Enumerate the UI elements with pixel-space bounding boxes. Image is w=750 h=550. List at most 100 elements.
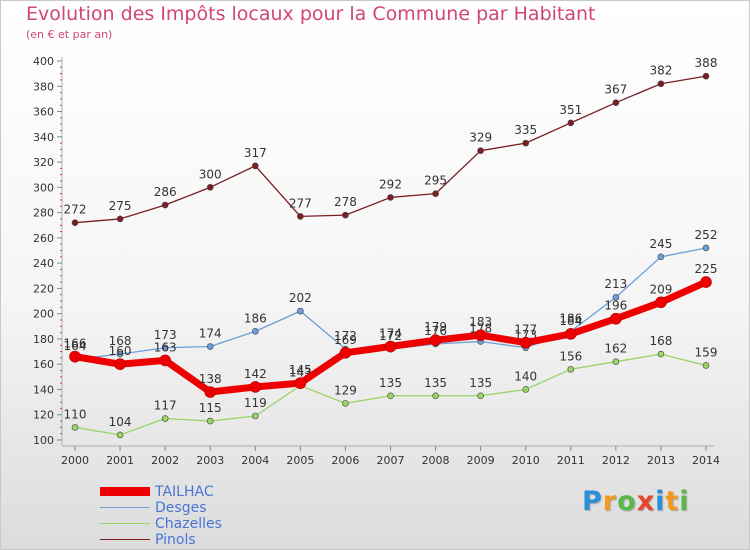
data-label-pinols: 286 bbox=[154, 185, 177, 199]
chart-subtitle: (en € et par an) bbox=[26, 28, 113, 41]
data-label-pinols: 277 bbox=[289, 196, 312, 210]
y-tick-label: 220 bbox=[33, 282, 54, 295]
data-point-tailhac bbox=[610, 312, 622, 325]
data-label-tailhac: 163 bbox=[154, 340, 177, 354]
data-point-pinols bbox=[342, 211, 349, 219]
y-tick-label: 340 bbox=[33, 131, 54, 144]
y-tick-label: 320 bbox=[33, 156, 54, 169]
y-tick-label: 300 bbox=[33, 181, 54, 194]
data-label-pinols: 300 bbox=[199, 167, 222, 181]
data-point-tailhac bbox=[519, 336, 532, 349]
data-label-chazelles: 115 bbox=[199, 401, 222, 415]
data-point-chazelles bbox=[612, 358, 620, 365]
data-point-chazelles bbox=[477, 392, 484, 400]
data-label-desges: 186 bbox=[559, 311, 582, 325]
data-label-desges: 172 bbox=[334, 329, 357, 343]
data-label-desges: 186 bbox=[244, 311, 267, 325]
data-label-chazelles: 159 bbox=[695, 345, 718, 359]
x-tick-label: 2001 bbox=[106, 454, 134, 467]
data-label-desges: 172 bbox=[379, 329, 402, 343]
data-point-pinols bbox=[612, 99, 620, 106]
chart-title: Evolution des Impôts locaux pour la Comm… bbox=[26, 3, 596, 25]
x-tick-label: 2003 bbox=[196, 454, 224, 467]
data-point-tailhac bbox=[204, 386, 217, 398]
data-label-desges: 176 bbox=[424, 324, 447, 338]
data-label-pinols: 295 bbox=[424, 174, 447, 188]
data-label-chazelles: 135 bbox=[379, 376, 402, 390]
data-label-chazelles: 168 bbox=[649, 334, 672, 348]
data-point-tailhac bbox=[159, 354, 171, 367]
data-point-chazelles bbox=[702, 362, 710, 369]
logo-letter: i bbox=[679, 486, 690, 517]
data-label-tailhac: 142 bbox=[244, 367, 267, 381]
x-tick-label: 2012 bbox=[602, 454, 630, 467]
proxiti-logo: Proxiti bbox=[582, 486, 690, 517]
logo-letter: o bbox=[617, 486, 637, 517]
y-tick-label: 120 bbox=[33, 409, 54, 422]
data-point-desges bbox=[161, 344, 169, 352]
data-label-tailhac: 179 bbox=[424, 320, 447, 334]
data-label-tailhac: 209 bbox=[649, 282, 672, 296]
x-tick-label: 2000 bbox=[61, 454, 89, 467]
chart-legend: TAILHAC Desges Chazelles Pinols bbox=[100, 484, 320, 548]
data-point-chazelles bbox=[116, 431, 124, 439]
y-tick-label: 240 bbox=[33, 257, 54, 270]
data-label-tailhac: 166 bbox=[64, 337, 87, 351]
data-label-chazelles: 119 bbox=[244, 396, 267, 410]
data-point-chazelles bbox=[161, 415, 169, 422]
data-label-pinols: 275 bbox=[109, 199, 132, 213]
data-label-pinols: 278 bbox=[334, 195, 357, 209]
legend-label: Chazelles bbox=[155, 516, 222, 532]
data-point-pinols bbox=[206, 184, 214, 191]
legend-label: Desges bbox=[155, 500, 207, 516]
y-tick-label: 140 bbox=[33, 383, 54, 396]
data-point-desges bbox=[702, 244, 710, 252]
logo-letter: t bbox=[665, 486, 680, 517]
data-point-tailhac bbox=[114, 358, 126, 371]
data-point-desges bbox=[297, 307, 304, 315]
data-point-pinols bbox=[702, 72, 710, 80]
data-label-chazelles: 162 bbox=[604, 342, 627, 356]
legend-item-tailhac: TAILHAC bbox=[100, 484, 320, 500]
legend-swatch-tailhac bbox=[100, 487, 150, 496]
data-point-tailhac bbox=[249, 381, 262, 393]
data-point-chazelles bbox=[567, 365, 575, 373]
data-point-pinols bbox=[251, 162, 259, 170]
data-point-chazelles bbox=[432, 392, 439, 400]
x-tick-label: 2004 bbox=[241, 454, 269, 467]
data-point-pinols bbox=[71, 219, 79, 227]
x-tick-label: 2014 bbox=[692, 454, 720, 467]
data-point-tailhac bbox=[429, 334, 442, 346]
data-point-tailhac bbox=[339, 347, 352, 359]
data-label-chazelles: 156 bbox=[559, 349, 582, 363]
data-label-pinols: 335 bbox=[514, 123, 537, 137]
data-label-chazelles: 135 bbox=[424, 376, 447, 390]
data-point-pinols bbox=[477, 147, 484, 154]
x-tick-label: 2010 bbox=[512, 454, 540, 467]
data-label-desges: 178 bbox=[469, 321, 492, 335]
data-label-tailhac: 145 bbox=[289, 363, 312, 377]
y-tick-label: 100 bbox=[33, 434, 54, 447]
data-label-tailhac: 174 bbox=[379, 327, 402, 341]
data-point-chazelles bbox=[657, 350, 665, 358]
x-tick-label: 2005 bbox=[286, 454, 314, 467]
data-label-pinols: 351 bbox=[559, 103, 582, 117]
data-label-desges: 202 bbox=[289, 291, 312, 305]
data-point-chazelles bbox=[251, 412, 259, 420]
data-point-chazelles bbox=[71, 424, 79, 431]
logo-letter: P bbox=[582, 486, 603, 517]
y-tick-label: 180 bbox=[33, 333, 54, 346]
x-tick-label: 2009 bbox=[467, 454, 495, 467]
data-point-pinols bbox=[522, 139, 530, 147]
x-tick-label: 2008 bbox=[422, 454, 450, 467]
data-label-pinols: 329 bbox=[469, 131, 492, 145]
legend-swatch-desges bbox=[100, 507, 150, 508]
data-label-desges: 168 bbox=[109, 334, 132, 348]
y-tick-label: 380 bbox=[33, 80, 54, 93]
data-label-pinols: 388 bbox=[695, 56, 718, 70]
data-point-tailhac bbox=[384, 340, 397, 353]
data-point-tailhac bbox=[700, 276, 712, 288]
data-label-tailhac: 196 bbox=[604, 299, 627, 313]
